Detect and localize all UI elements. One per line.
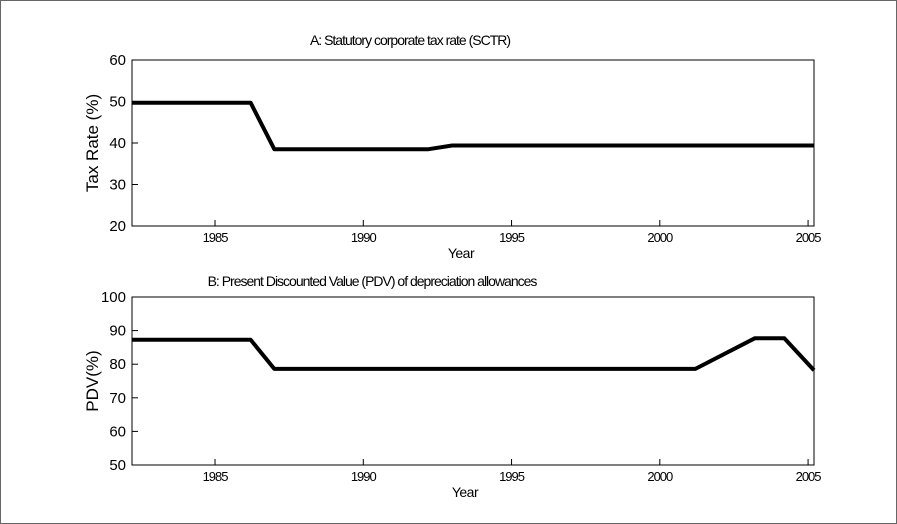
panel-b-x-tick-label: 2005: [796, 469, 822, 484]
panel-a-title: A: Statutory corporate tax rate (SCTR): [310, 32, 510, 48]
panel-a-x-tick-label: 2000: [647, 230, 673, 245]
panel-a-x-tick-label: 2005: [796, 230, 822, 245]
panel-a-y-tick-label: 50: [109, 94, 126, 111]
panel-b-x-tick-label: 1995: [499, 469, 525, 484]
panel-b: B: Present Discounted Value (PDV) of dep…: [83, 273, 822, 500]
panel-a-xlabel: Year: [448, 245, 475, 261]
panel-b-y-tick-label: 70: [109, 390, 126, 407]
panel-b-y-tick-label: 50: [109, 457, 126, 474]
panel-b-y-tick-label: 90: [109, 323, 126, 340]
panel-b-y-tick-label: 60: [109, 423, 126, 440]
panel-b-axes-box: [131, 296, 815, 466]
panel-b-x-tick-label: 1985: [203, 469, 229, 484]
panel-b-title: B: Present Discounted Value (PDV) of dep…: [208, 273, 538, 289]
panel-a-ylabel: Tax Rate (%): [83, 94, 102, 192]
panel-a-axes-box: [131, 59, 815, 227]
panel-b-xlabel: Year: [452, 484, 479, 500]
panel-a-x-tick-label: 1995: [499, 230, 525, 245]
panel-a-y-tick-label: 20: [109, 218, 126, 235]
panel-a-y-tick-label: 60: [109, 52, 126, 69]
panel-a-y-tick-label: 30: [109, 177, 126, 194]
panel-b-y-tick-label: 80: [109, 356, 126, 373]
panel-a-x-tick-label: 1990: [351, 230, 377, 245]
panel-b-ylabel: PDV(%): [83, 350, 102, 411]
panel-b-x-tick-label: 2000: [647, 469, 673, 484]
panel-a-x-ticks: 1985 1990 1995 2000 2005: [203, 220, 822, 245]
panel-a-series-line: [132, 100, 814, 152]
panel-a: A: Statutory corporate tax rate (SCTR) 2…: [83, 32, 822, 261]
panel-b-x-tick-label: 1990: [351, 469, 377, 484]
panel-b-y-tick-label: 100: [101, 289, 126, 306]
panel-a-y-ticks: 20 30 40 50 60: [109, 52, 138, 235]
panel-b-x-ticks: 1985 1990 1995 2000 2005: [203, 459, 822, 484]
panel-b-series-line: [132, 336, 816, 372]
panel-a-y-tick-label: 40: [109, 135, 126, 152]
panel-a-x-tick-label: 1985: [203, 230, 229, 245]
panel-b-y-ticks: 50 60 70 80 90 100: [101, 289, 138, 474]
